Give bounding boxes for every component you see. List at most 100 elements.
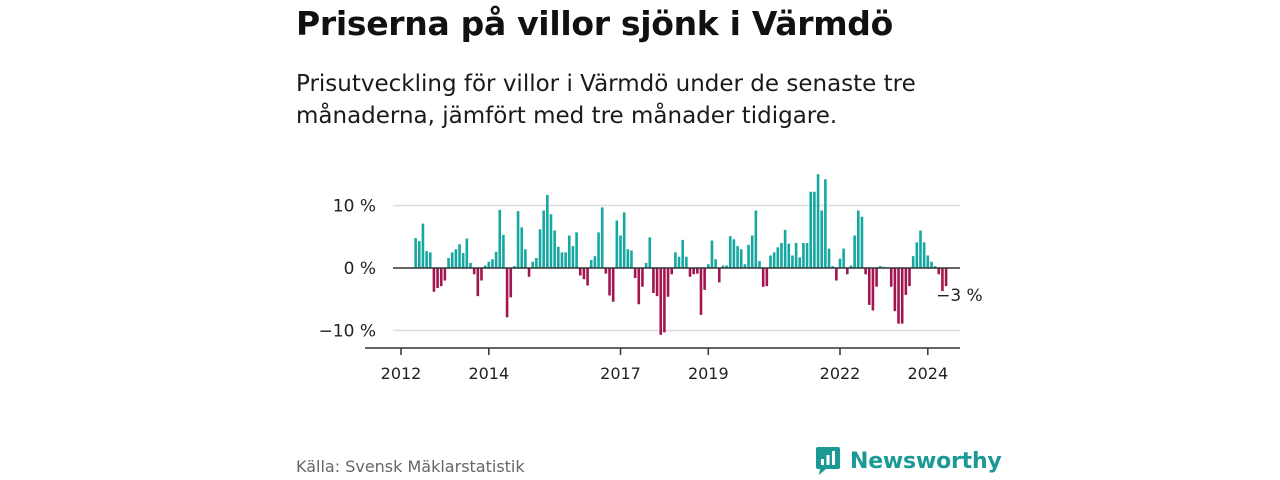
bar <box>560 252 564 269</box>
bar <box>527 268 531 277</box>
bar <box>450 252 454 269</box>
bar <box>911 256 915 269</box>
bar <box>461 253 465 268</box>
brand-logo[interactable]: Newsworthy <box>814 446 1002 476</box>
bar <box>586 268 589 286</box>
bar <box>703 268 706 290</box>
bar <box>824 179 827 268</box>
bar <box>600 207 604 268</box>
bar <box>597 232 600 269</box>
bar <box>915 242 919 268</box>
bar <box>513 266 516 269</box>
bar <box>633 268 637 278</box>
bar <box>838 258 842 269</box>
bar <box>494 251 498 268</box>
bar <box>930 261 933 268</box>
bar <box>622 212 626 269</box>
brand-name: Newsworthy <box>850 448 1002 474</box>
bar <box>428 252 432 269</box>
bar <box>864 268 867 275</box>
bar <box>542 210 545 268</box>
bar <box>432 268 436 292</box>
bar <box>498 209 502 269</box>
bar <box>809 191 813 268</box>
bar <box>893 268 897 312</box>
bar <box>619 235 622 268</box>
bar <box>736 246 739 269</box>
bar <box>615 220 619 268</box>
bar <box>875 268 878 287</box>
bar <box>491 259 494 268</box>
bar <box>681 239 684 269</box>
bar <box>476 268 480 297</box>
bar <box>589 259 593 269</box>
bar <box>769 255 772 268</box>
bar <box>897 268 900 324</box>
bar <box>604 268 608 274</box>
gridlines <box>393 204 960 332</box>
source-note: Källa: Svensk Mäklarstatistik <box>296 457 525 476</box>
bar <box>699 268 703 315</box>
bar <box>750 235 754 268</box>
bar <box>480 268 483 281</box>
bar <box>933 266 937 269</box>
bar <box>791 255 794 268</box>
bar <box>538 229 542 268</box>
bar <box>655 268 659 297</box>
bar <box>849 265 853 268</box>
y-tick-label: −10 % <box>319 322 376 342</box>
bar <box>798 257 802 269</box>
bar <box>520 227 524 269</box>
bar <box>728 236 732 268</box>
bar <box>458 244 461 268</box>
bar <box>417 241 421 269</box>
bar <box>454 249 458 268</box>
bar <box>816 174 820 268</box>
bar <box>487 261 491 268</box>
bar <box>447 258 450 268</box>
bar <box>483 265 487 268</box>
x-tick-label: 2024 <box>907 364 948 383</box>
bar <box>502 234 505 269</box>
last-value-label: −3 % <box>936 286 983 306</box>
bar <box>549 214 553 268</box>
bar <box>696 268 699 274</box>
bar <box>652 268 655 293</box>
bar <box>747 244 750 269</box>
bar <box>754 210 758 268</box>
x-tick-label: 2017 <box>600 364 641 383</box>
newsworthy-logo-icon <box>816 447 840 475</box>
bar <box>783 229 787 269</box>
bar <box>871 268 875 311</box>
bar <box>663 268 666 333</box>
bar <box>659 268 663 335</box>
bar <box>919 230 922 268</box>
bar <box>813 191 816 268</box>
bar <box>904 268 908 295</box>
bar <box>926 255 930 268</box>
bar <box>860 216 864 268</box>
bar <box>944 268 948 287</box>
bar <box>575 232 578 269</box>
bar <box>820 210 824 268</box>
bar <box>553 230 556 268</box>
bar <box>889 268 893 287</box>
bar <box>922 242 926 268</box>
bar <box>505 268 509 318</box>
bar <box>546 194 549 269</box>
bar <box>776 247 780 269</box>
bar <box>908 268 911 287</box>
y-tick-label: 0 % <box>344 259 376 279</box>
bar <box>469 263 472 268</box>
bar <box>717 268 721 283</box>
bar <box>644 263 648 268</box>
bar <box>937 268 941 275</box>
bar <box>805 243 809 268</box>
bar <box>758 261 761 269</box>
bar <box>827 248 831 269</box>
bar <box>714 259 717 268</box>
bar <box>831 266 834 269</box>
axes <box>365 267 960 355</box>
bar <box>780 243 783 268</box>
bar <box>787 243 791 269</box>
